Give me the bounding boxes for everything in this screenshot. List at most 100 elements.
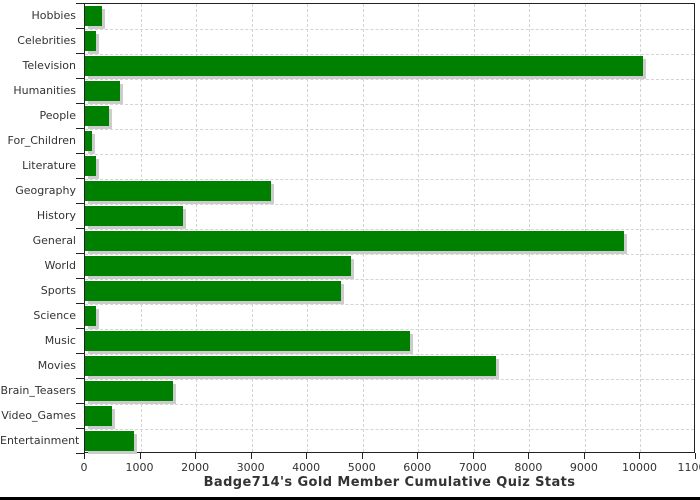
y-axis-tick (76, 153, 84, 154)
y-axis-tick (76, 103, 84, 104)
y-axis-label: Literature (22, 159, 76, 172)
x-axis-tick (639, 453, 641, 459)
h-gridline (85, 354, 694, 355)
y-axis-tick (76, 53, 84, 54)
y-axis-label: General (32, 234, 76, 247)
v-gridline (640, 4, 642, 452)
h-gridline (85, 379, 694, 380)
y-axis-tick (76, 403, 84, 404)
x-axis-tick (583, 453, 585, 459)
y-axis-label: Television (22, 59, 77, 72)
bar-literature (85, 156, 96, 176)
h-gridline (85, 204, 694, 205)
v-gridline (473, 4, 475, 452)
x-axis-tick-label: 7000 (458, 461, 487, 474)
y-axis-tick (76, 453, 84, 454)
x-axis-tick-label: 10000 (621, 461, 657, 474)
y-axis-tick (76, 428, 84, 429)
v-gridline (418, 4, 420, 452)
bar-music (85, 331, 410, 351)
y-axis-label: Music (44, 334, 76, 347)
x-axis-tick-label: 1000 (125, 461, 154, 474)
y-axis-label: Hobbies (31, 9, 76, 22)
x-axis-tick-label: 6000 (403, 461, 432, 474)
x-axis-tick (195, 453, 197, 459)
plot-area (84, 3, 695, 453)
h-gridline (85, 179, 694, 180)
bar-hobbies (85, 6, 102, 26)
bar-movies (85, 356, 496, 376)
y-axis-label: Humanities (13, 84, 76, 97)
y-axis-label: Science (33, 309, 76, 322)
bar-people (85, 106, 109, 126)
x-axis-tick-label: 5000 (347, 461, 376, 474)
chart-title: Badge714's Gold Member Cumulative Quiz S… (203, 475, 576, 490)
y-axis-tick (76, 278, 84, 279)
y-axis-label: People (39, 109, 76, 122)
h-gridline (85, 229, 694, 230)
bar-brain_teasers (85, 381, 173, 401)
bar-television (85, 56, 643, 76)
x-axis-tick-label: 9000 (569, 461, 598, 474)
h-gridline (85, 329, 694, 330)
y-axis-tick (76, 178, 84, 179)
y-axis-label: Movies (37, 359, 76, 372)
x-axis-tick (84, 453, 85, 459)
h-gridline (85, 304, 694, 305)
x-axis-tick (361, 453, 363, 459)
y-axis-tick (76, 228, 84, 229)
v-gridline (362, 4, 364, 452)
x-axis-tick-label: 8000 (514, 461, 543, 474)
y-axis-label: Geography (15, 184, 76, 197)
v-gridline (251, 4, 253, 452)
h-gridline (85, 29, 694, 30)
x-axis-tick (695, 453, 696, 459)
h-gridline (85, 404, 694, 405)
h-gridline (85, 254, 694, 255)
h-gridline (85, 279, 694, 280)
v-gridline (584, 4, 586, 452)
h-gridline (85, 104, 694, 105)
x-axis-tick (250, 453, 252, 459)
y-axis-tick (76, 128, 84, 129)
v-gridline (529, 4, 531, 452)
bar-geography (85, 181, 271, 201)
h-gridline (85, 79, 694, 80)
bar-for_children (85, 131, 92, 151)
y-axis-label: For_Children (7, 134, 76, 147)
y-axis-label: Celebrities (17, 34, 76, 47)
bar-history (85, 206, 183, 226)
bar-science (85, 306, 96, 326)
h-gridline (85, 429, 694, 430)
y-axis-tick (76, 303, 84, 304)
bar-humanities (85, 81, 120, 101)
y-axis-tick (76, 328, 84, 329)
x-axis-tick-label: 0 (80, 461, 88, 474)
x-axis-tick-label: 11000 (677, 461, 700, 474)
bar-general (85, 231, 624, 251)
x-axis-tick (417, 453, 419, 459)
y-axis-tick (76, 3, 84, 4)
x-axis-tick-label: 3000 (236, 461, 265, 474)
bar-sports (85, 281, 341, 301)
v-gridline (140, 4, 142, 452)
bar-celebrities (85, 31, 96, 51)
y-axis-label: Video_Games (1, 409, 76, 422)
y-axis-tick (76, 353, 84, 354)
bottom-border-line (0, 497, 700, 500)
y-axis-label: World (44, 259, 76, 272)
y-axis-label: Entertainment (0, 434, 80, 447)
bar-video_games (85, 406, 112, 426)
x-axis-tick (528, 453, 530, 459)
y-axis-label: History (36, 209, 76, 222)
bar-entertainment (85, 431, 134, 451)
v-gridline (307, 4, 309, 452)
y-axis-tick (76, 378, 84, 379)
x-axis-tick-label: 4000 (292, 461, 321, 474)
y-axis-label: Brain_Teasers (0, 384, 76, 397)
y-axis-tick (76, 28, 84, 29)
x-axis-tick (472, 453, 474, 459)
h-gridline (85, 154, 694, 155)
x-axis-tick (139, 453, 141, 459)
